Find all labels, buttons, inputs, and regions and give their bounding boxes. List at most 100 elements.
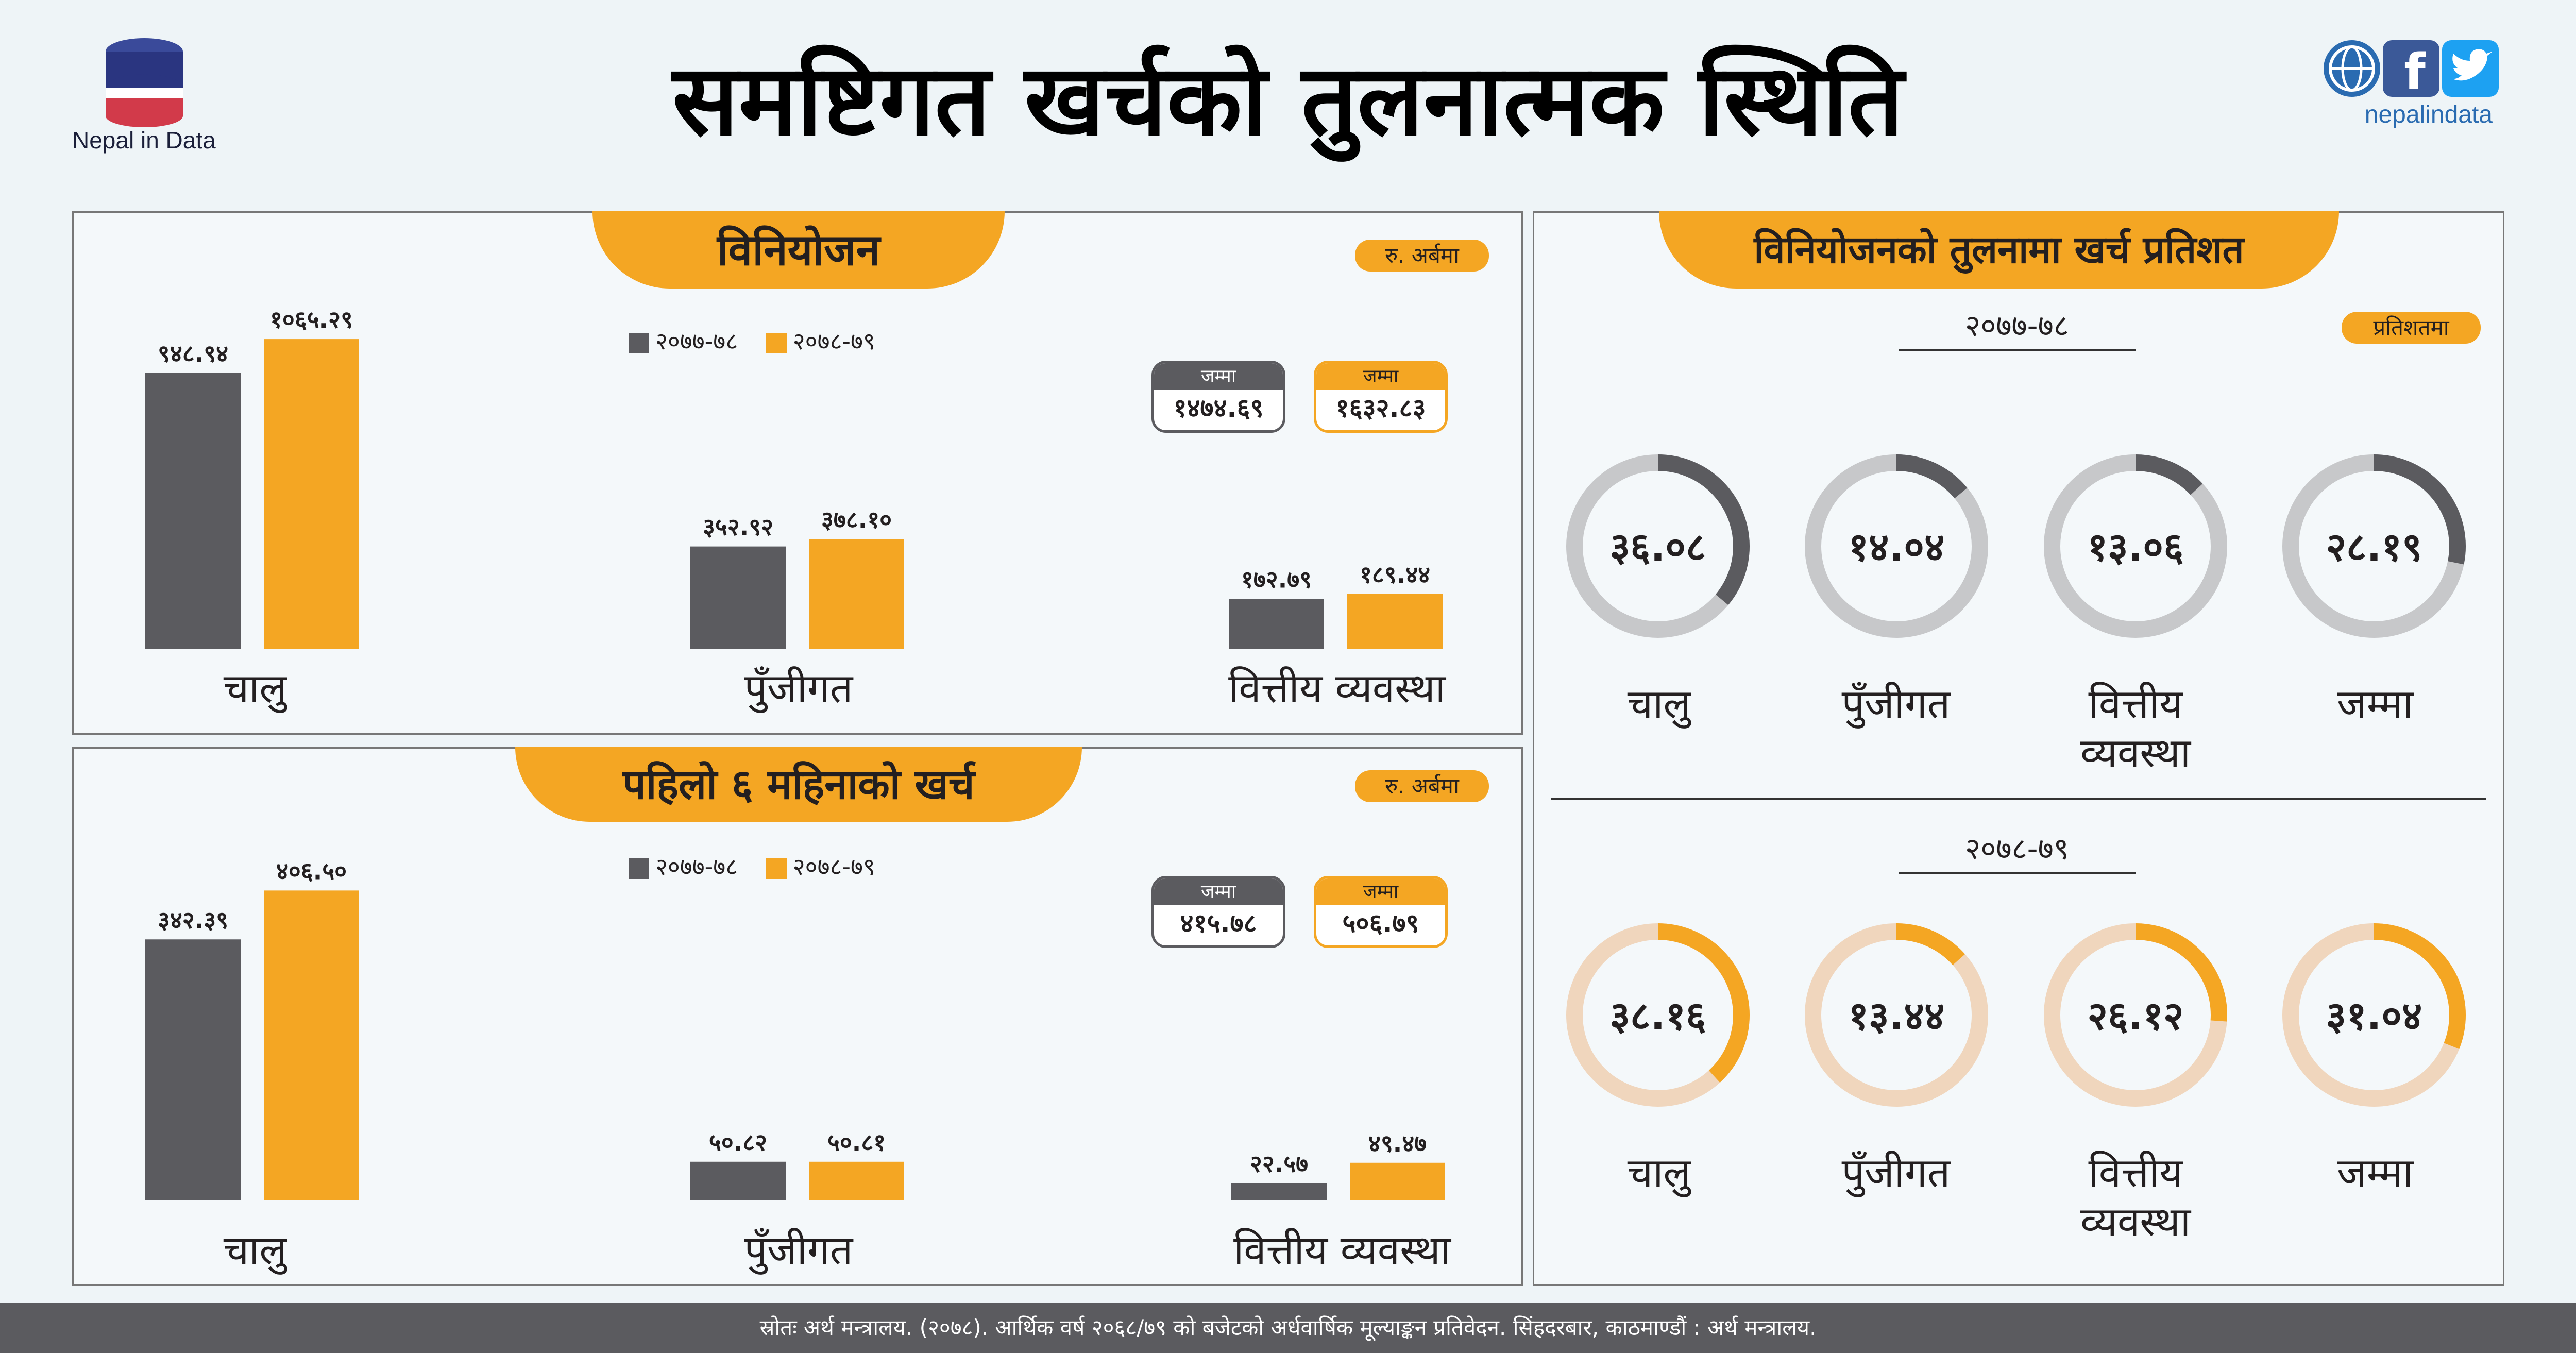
legend-label-prev: २०७७-७८ (655, 853, 738, 881)
allocation-category-label: पुँजीगत (744, 666, 853, 712)
allocation-category-label: चालु (223, 666, 287, 712)
legend-label-curr: २०७८-७९ (792, 853, 875, 881)
ring-label-curr: चालु (1627, 1150, 1691, 1196)
legend-swatch-prev (629, 332, 649, 353)
year-prev-label: २०७७-७८ (1899, 304, 2136, 351)
allocation-unit-badge: रु. अर्बमा (1355, 240, 1489, 272)
allocation-legend: २०७७-७८ २०७८-७९ (629, 325, 875, 357)
legend-label-curr: २०७८-७९ (792, 327, 875, 355)
bar-prev (690, 546, 786, 649)
spending-category-label: वित्तीय व्यवस्था (1233, 1227, 1451, 1274)
rings-curr-year: ३८.१६ १३.४४ २६.१२ ३१.०४ (1566, 923, 2466, 1107)
ring-label-prev: जम्मा (2336, 681, 2414, 728)
logo-text: Nepal in Data (72, 127, 216, 154)
legend-label-prev: २०७७-७८ (655, 327, 738, 355)
ring-arc (1566, 454, 1750, 638)
ring-arc (2282, 923, 2466, 1107)
ring-value-label: ३१.०४ (2326, 993, 2422, 1039)
bar-value-label: ५०.८२ (709, 1128, 767, 1156)
ring-arc (1805, 454, 1988, 638)
spending-category-label: पुँजीगत (744, 1227, 853, 1274)
bar-curr (1347, 594, 1443, 649)
spending-total-curr: जम्मा ५०६.७९ (1314, 876, 1448, 948)
bar-curr (264, 890, 359, 1200)
allocation-category-label: वित्तीय व्यवस्था (1228, 666, 1446, 712)
bar-value-label: ४९.४७ (1368, 1129, 1427, 1157)
twitter-icon[interactable] (2442, 40, 2499, 97)
total-label: जम्मा (1316, 363, 1445, 390)
total-value: १४७४.६९ (1173, 393, 1264, 423)
ring-value-label: २८.१९ (2326, 524, 2422, 570)
bar-value-label: ९४८.९४ (158, 340, 228, 367)
spending-unit-badge: रु. अर्बमा (1355, 770, 1489, 802)
spending-total-prev: जम्मा ४१५.७८ (1151, 876, 1285, 948)
ring-arc (2282, 454, 2466, 638)
page-title: समष्टिगत खर्चको तुलनात्मक स्थिति (672, 43, 1904, 157)
site-name: nepalindata (2364, 101, 2493, 128)
ring-label-curr: जम्मा (2336, 1150, 2414, 1196)
allocation-total-prev: जम्मा १४७४.६९ (1151, 361, 1285, 433)
ring-label-prev: पुँजीगत (1841, 681, 1951, 728)
allocation-bar-chart: ९४८.९४ ३५२.९२ १७२.७९ १०६५.२९ ३७८.१० १८९.४४ (145, 306, 1443, 649)
rings-prev-year: ३६.०८ १४.०४ १३.०६ २८.१९ (1566, 454, 2466, 638)
ring-arc (1566, 923, 1750, 1107)
bar-value-label: १८९.४४ (1360, 561, 1430, 588)
ring-arc (2044, 923, 2227, 1107)
ring-value-label: २६.१२ (2088, 993, 2184, 1039)
source-footer: स्रोतः अर्थ मन्त्रालय. (२०७८). आर्थिक वर… (0, 1303, 2576, 1353)
ring-label-curr: वित्तीय व्यवस्था (2080, 1150, 2191, 1245)
bar-curr (809, 1161, 904, 1200)
total-value: ४१५.७८ (1180, 908, 1257, 938)
ring-value-label: १४.०४ (1849, 524, 1945, 570)
legend-swatch-curr (766, 332, 787, 353)
percent-panel (1533, 211, 2504, 1286)
database-logo-icon (106, 38, 183, 127)
bar-value-label: १७२.७९ (1241, 565, 1312, 593)
year-curr-label: २०७८-७९ (1899, 827, 2136, 874)
ring-label-prev: चालु (1627, 681, 1691, 728)
bar-prev (1231, 1183, 1327, 1200)
total-label: जम्मा (1154, 363, 1283, 390)
spending-bar-chart: ३४२.३९ ५०.८२ २२.५७ ४०६.५० ५०.८१ ४९.४७ (145, 857, 1445, 1200)
allocation-title: विनियोजन (592, 211, 1005, 289)
bar-curr (264, 339, 359, 649)
bar-value-label: ३५२.९२ (703, 513, 773, 541)
spending-category-label: चालु (223, 1227, 287, 1274)
bar-value-label: १०६५.२९ (270, 306, 353, 333)
legend-swatch-prev (629, 858, 649, 879)
total-label: जम्मा (1154, 878, 1283, 905)
spending-legend: २०७७-७८ २०७८-७९ (629, 850, 875, 882)
ring-arc (1805, 923, 1988, 1107)
ring-label-curr: पुँजीगत (1841, 1150, 1951, 1196)
allocation-total-curr: जम्मा १६३२.८३ (1314, 361, 1448, 433)
total-label: जम्मा (1316, 878, 1445, 905)
facebook-icon[interactable]: f (2383, 40, 2439, 101)
ring-value-label: १३.०६ (2088, 524, 2184, 570)
web-icon[interactable] (2324, 40, 2380, 97)
ring-value-label: ३८.१६ (1610, 993, 1706, 1039)
spending-title: पहिलो ६ महिनाको खर्च (515, 747, 1082, 822)
bar-value-label: ५०.८१ (827, 1128, 886, 1156)
percent-unit-badge: प्रतिशतमा (2342, 312, 2481, 344)
bar-prev (690, 1161, 786, 1200)
logo (103, 36, 185, 129)
bar-curr (1350, 1162, 1445, 1200)
bar-prev (1229, 599, 1324, 649)
svg-text:f: f (2404, 43, 2426, 97)
ring-value-label: १३.४४ (1849, 993, 1945, 1039)
bar-value-label: ३७८.१० (821, 505, 892, 533)
percent-title: विनियोजनको तुलनामा खर्च प्रतिशत (1659, 211, 2339, 289)
bar-value-label: ४०६.५० (276, 857, 347, 885)
ring-value-label: ३६.०८ (1610, 524, 1706, 570)
total-value: ५०६.७९ (1342, 908, 1419, 938)
total-value: १६३२.८३ (1335, 393, 1426, 423)
bar-prev (145, 373, 241, 649)
divider (1551, 798, 2486, 800)
bar-value-label: ३४२.३९ (158, 906, 228, 934)
bar-curr (809, 539, 904, 649)
legend-swatch-curr (766, 858, 787, 879)
bar-value-label: २२.५७ (1250, 1150, 1308, 1178)
bar-prev (145, 939, 241, 1200)
ring-label-prev: वित्तीय व्यवस्था (2080, 681, 2191, 776)
ring-arc (2044, 454, 2227, 638)
